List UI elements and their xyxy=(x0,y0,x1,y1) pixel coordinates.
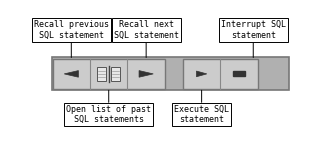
FancyBboxPatch shape xyxy=(97,67,107,81)
Text: Recall next
SQL statement: Recall next SQL statement xyxy=(114,20,178,58)
Polygon shape xyxy=(139,71,153,77)
Polygon shape xyxy=(196,71,207,77)
Text: Recall previous
SQL statement: Recall previous SQL statement xyxy=(34,20,109,58)
FancyBboxPatch shape xyxy=(53,59,165,89)
FancyBboxPatch shape xyxy=(111,67,120,81)
Text: Interrupt SQL
statement: Interrupt SQL statement xyxy=(221,20,286,58)
FancyBboxPatch shape xyxy=(183,59,258,89)
Polygon shape xyxy=(64,71,78,77)
FancyBboxPatch shape xyxy=(52,58,289,90)
Text: Open list of past
SQL statements: Open list of past SQL statements xyxy=(66,90,151,124)
Text: Execute SQL
statement: Execute SQL statement xyxy=(174,90,229,124)
FancyBboxPatch shape xyxy=(233,71,245,76)
